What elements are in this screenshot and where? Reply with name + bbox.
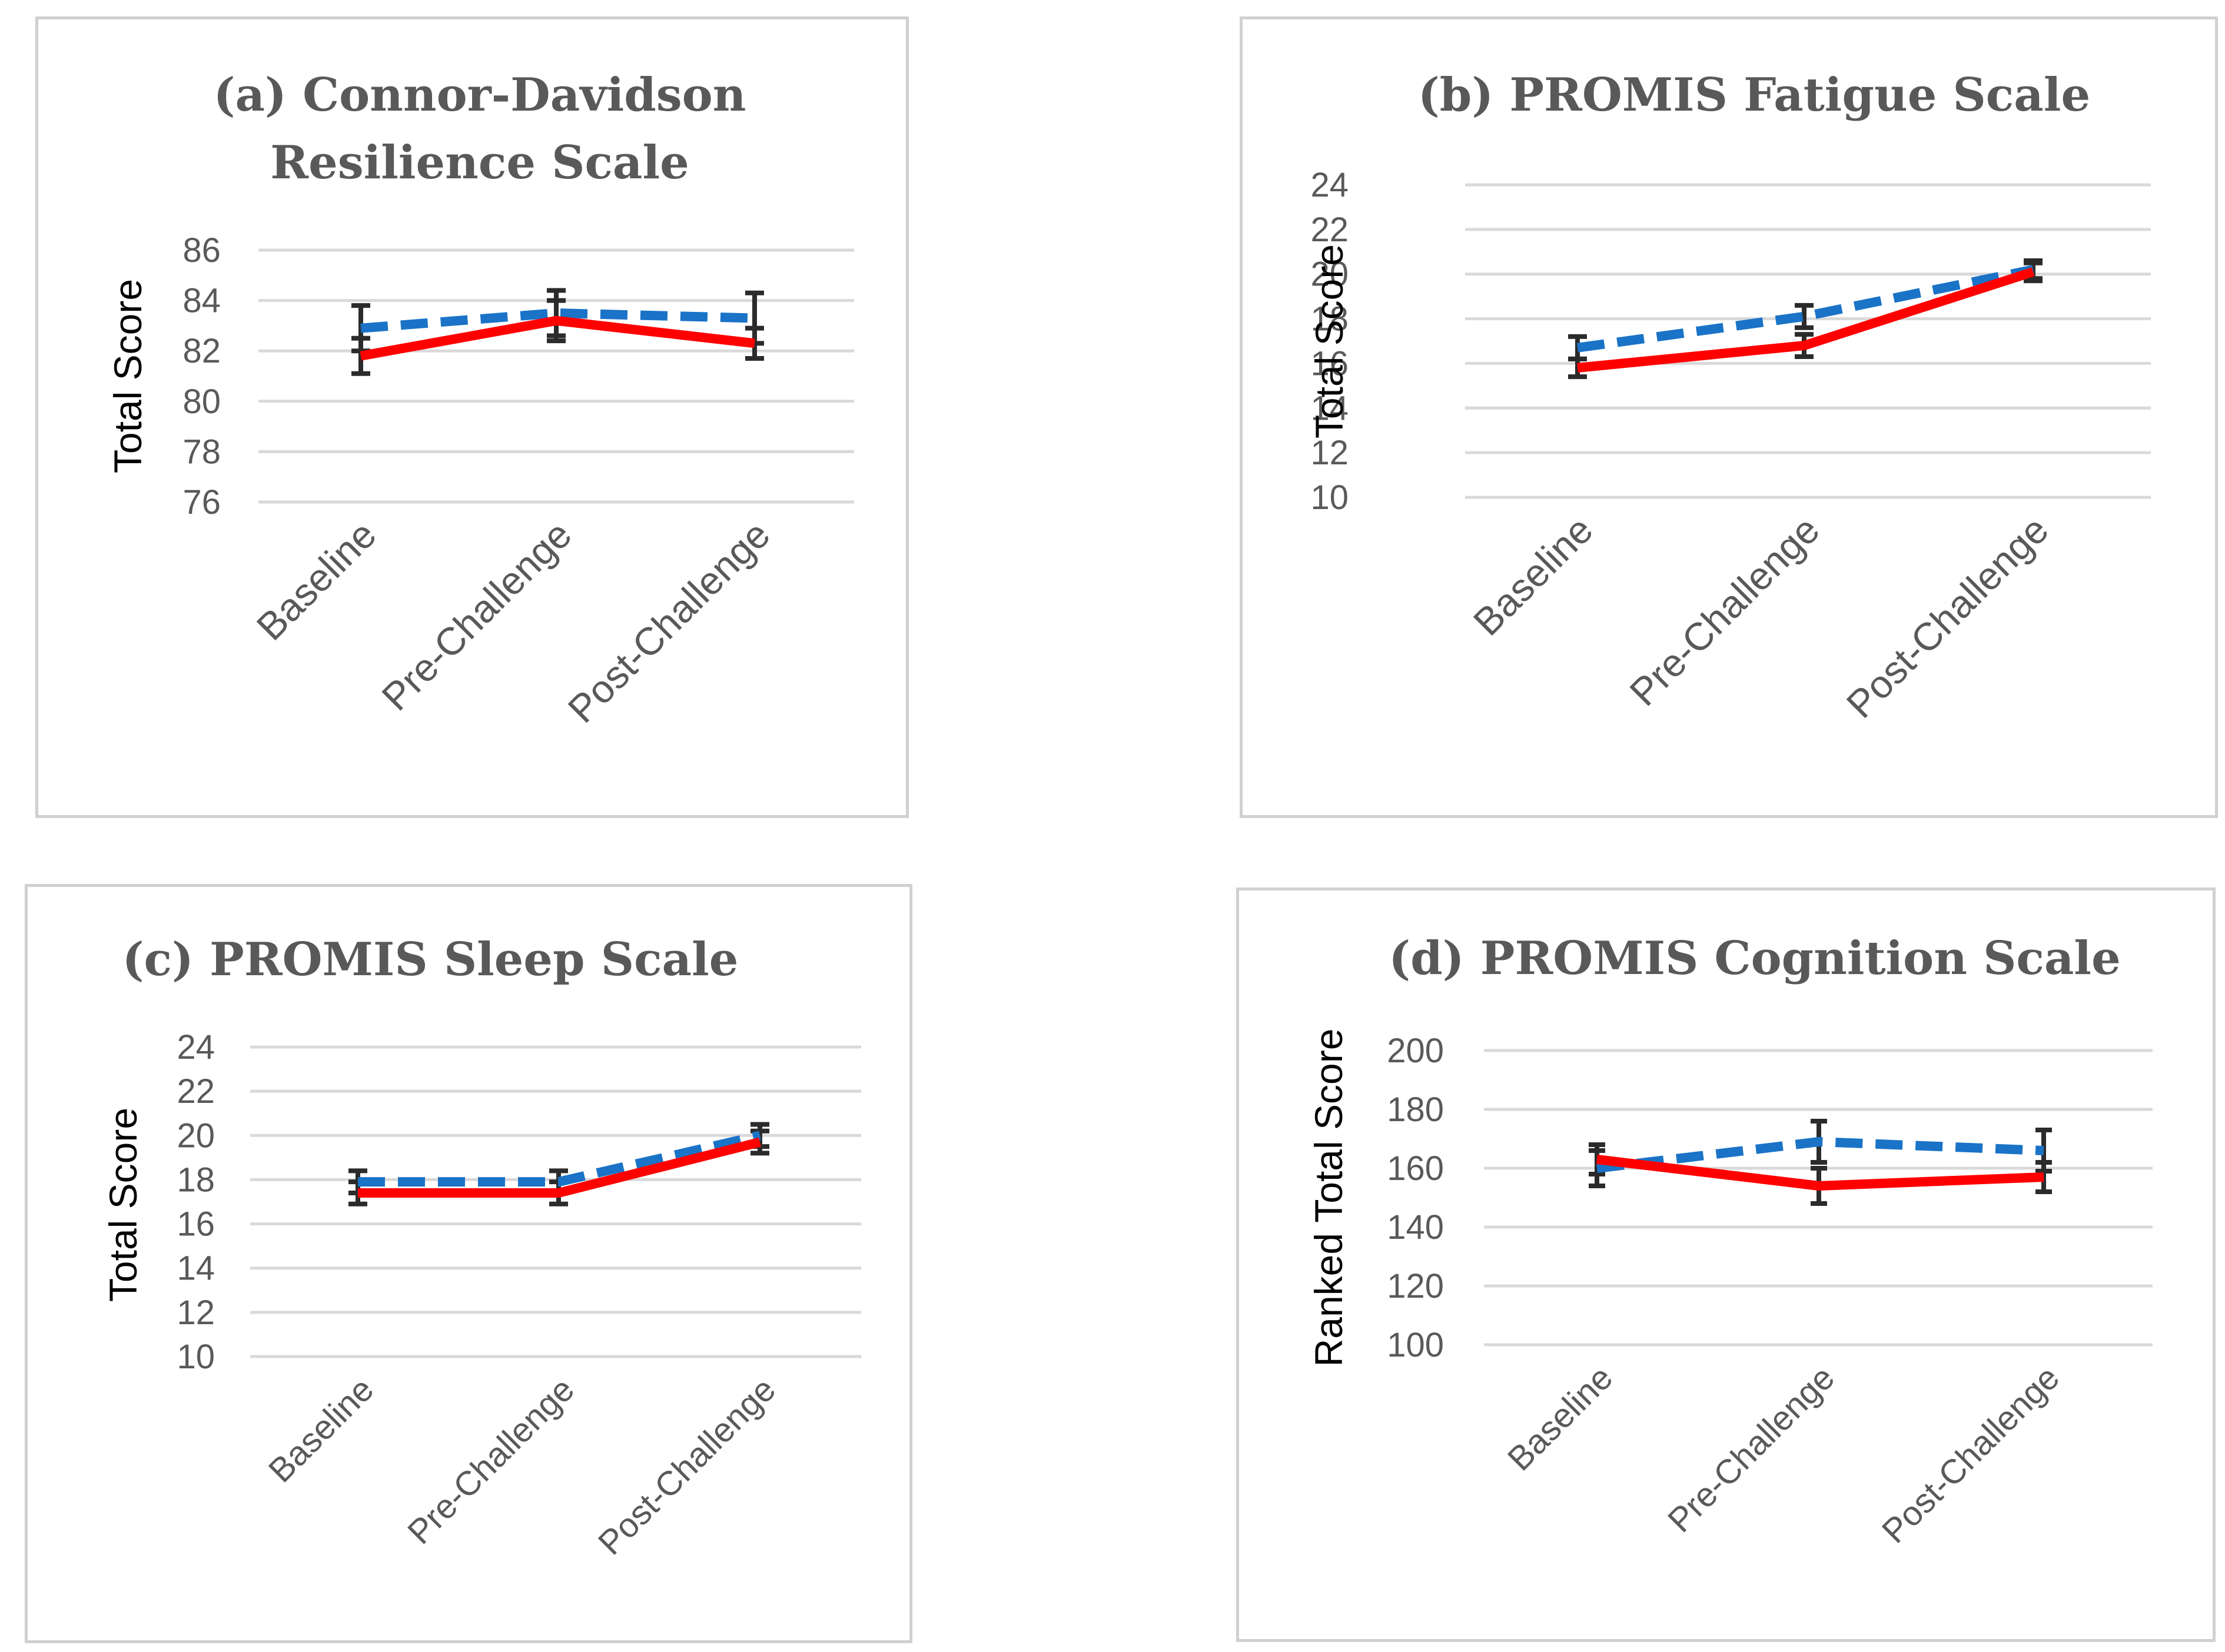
panel-b: (b) PROMIS Fatigue Scale 10 12 14 16 18 20 22 24… [1240,16,2218,818]
y-tick-label: 76 [182,483,221,521]
y-tick-label: 14 [1310,389,1349,427]
x-category-label: Post-Challenge [1838,508,2056,726]
panel-d: (d) PROMIS Cognition Scale 100 120 140 160 18… [1236,888,2216,1642]
y-tick-label: 100 [1387,1326,1444,1364]
y-tick-label: 24 [1310,166,1349,204]
y-axis-label: Ranked Total Score [1307,1029,1350,1367]
chart-title: (b) PROMIS Fatigue Scale [1418,68,2090,122]
x-category-label: Post-Challenge [591,1370,783,1562]
x-category-label: Post-Challenge [559,513,778,731]
x-category-label: Pre-Challenge [1661,1358,1842,1540]
y-tick-label: 160 [1387,1149,1444,1188]
y-tick-label: 12 [177,1294,215,1332]
y-tick-label: 20 [177,1116,215,1155]
y-tick-label: 10 [1310,478,1349,517]
x-category-label: Baseline [1500,1358,1620,1478]
series-line-red-solid [1596,1155,2044,1191]
chart-title: (a) Connor-Davidson [214,68,746,122]
y-tick-label: 18 [1310,300,1349,338]
y-tick-label: 14 [177,1249,215,1288]
y-tick-label: 200 [1387,1032,1444,1070]
y-tick-label: 22 [1310,211,1349,249]
y-tick-label: 80 [182,383,221,421]
x-category-label: Pre-Challenge [1621,508,1828,714]
y-tick-label: 18 [177,1161,215,1199]
y-tick-label: 84 [182,282,221,320]
series-line-blue-dashed [360,308,755,333]
y-axis-label: Total Score [101,1108,145,1302]
y-tick-label: 78 [182,433,221,471]
y-tick-label: 16 [1310,344,1349,383]
y-tick-label: 22 [177,1072,215,1111]
error-bar [1795,303,1814,330]
series-line-blue-dashed [1596,1137,2044,1173]
y-tick-label: 12 [1310,434,1349,472]
chart-title-line2: Resilience Scale [270,136,689,190]
series-line-red-solid [358,1137,761,1198]
x-category-label: Baseline [261,1370,381,1490]
series-line-blue-dashed [1576,265,2034,353]
y-tick-label: 82 [182,332,221,370]
x-category-label: Baseline [248,513,384,649]
y-tick-label: 20 [1310,255,1349,294]
series-line-blue-dashed [358,1131,761,1187]
series-line-red-solid [1577,267,2035,373]
y-tick-label: 86 [182,231,221,270]
y-axis-label: Total Score [106,279,150,473]
y-tick-label: 24 [177,1028,215,1066]
x-category-label: Post-Challenge [1875,1358,2067,1550]
chart-a: (a) Connor-Davidson Resilience Scale 76 78 8… [106,68,854,731]
series-line-red-solid [360,315,755,361]
y-tick-label: 16 [177,1205,215,1244]
y-tick-label: 120 [1387,1267,1444,1305]
panel-a: (a) Connor-Davidson Resilience Scale 76 78 8… [35,16,909,818]
chart-c: (c) PROMIS Sleep Scale 10 12 14 16 18 20 22 24 To… [101,933,861,1563]
y-tick-label: 140 [1387,1208,1444,1247]
chart-title: (c) PROMIS Sleep Scale [122,933,739,986]
y-axis-label: Total Score [1307,244,1351,438]
x-category-label: Pre-Challenge [400,1370,582,1551]
panel-c: (c) PROMIS Sleep Scale 10 12 14 16 18 20 22 24 To… [25,884,912,1643]
y-tick-label: 180 [1387,1091,1444,1129]
y-tick-label: 10 [177,1338,215,1376]
x-category-label: Pre-Challenge [373,513,580,719]
x-category-label: Baseline [1465,508,1601,644]
chart-d: (d) PROMIS Cognition Scale 100 120 140 160 18… [1307,932,2153,1551]
chart-b: (b) PROMIS Fatigue Scale 10 12 14 16 18 20 22 24… [1307,68,2151,726]
chart-title: (d) PROMIS Cognition Scale [1389,932,2120,985]
